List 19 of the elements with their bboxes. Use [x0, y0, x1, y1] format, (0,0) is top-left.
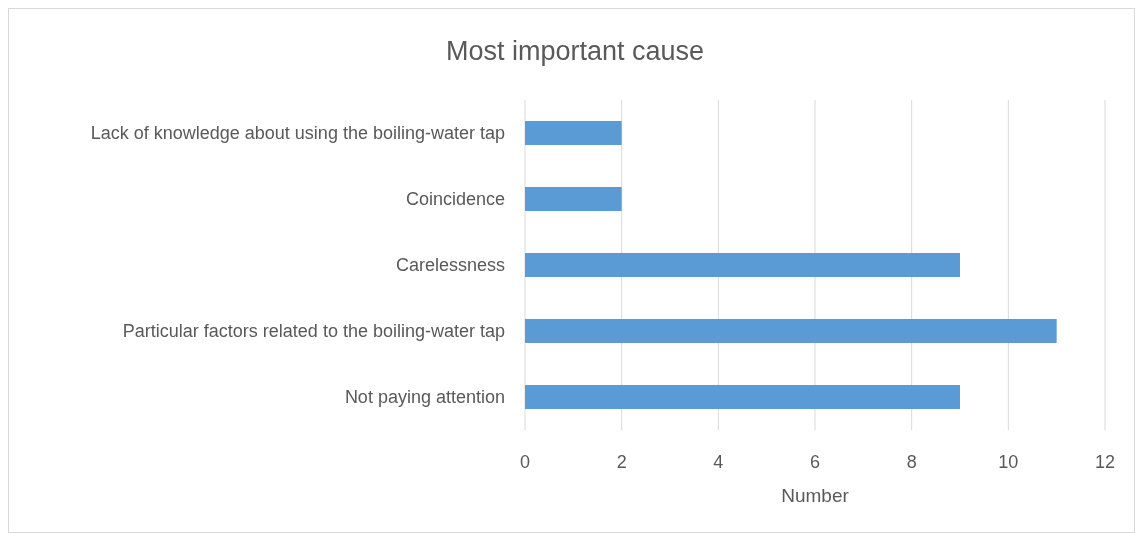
bar — [525, 186, 622, 212]
x-tick-label: 10 — [998, 452, 1019, 472]
y-tick-label: Lack of knowledge about using the boiling-water tap — [90, 123, 505, 144]
y-tick-label: Coincidence — [405, 189, 505, 210]
y-tick-label: Carelessness — [395, 255, 505, 276]
bar — [525, 120, 622, 146]
x-tick-label: 6 — [809, 452, 821, 472]
bar — [525, 318, 1057, 344]
x-tick-label: 12 — [1094, 452, 1116, 472]
y-tick-label: Particular factors related to the boiling-water tap — [122, 321, 505, 342]
x-tick-label: 0 — [519, 452, 531, 472]
x-axis-title: Number — [781, 485, 850, 506]
x-tick-label: 4 — [713, 452, 724, 472]
bar — [525, 252, 960, 278]
chart-title: Most important cause — [445, 36, 705, 66]
bar — [525, 384, 960, 410]
x-tick-label: 2 — [616, 452, 627, 472]
y-tick-label: Not paying attention — [344, 387, 505, 408]
x-tick-label: 8 — [906, 452, 917, 472]
